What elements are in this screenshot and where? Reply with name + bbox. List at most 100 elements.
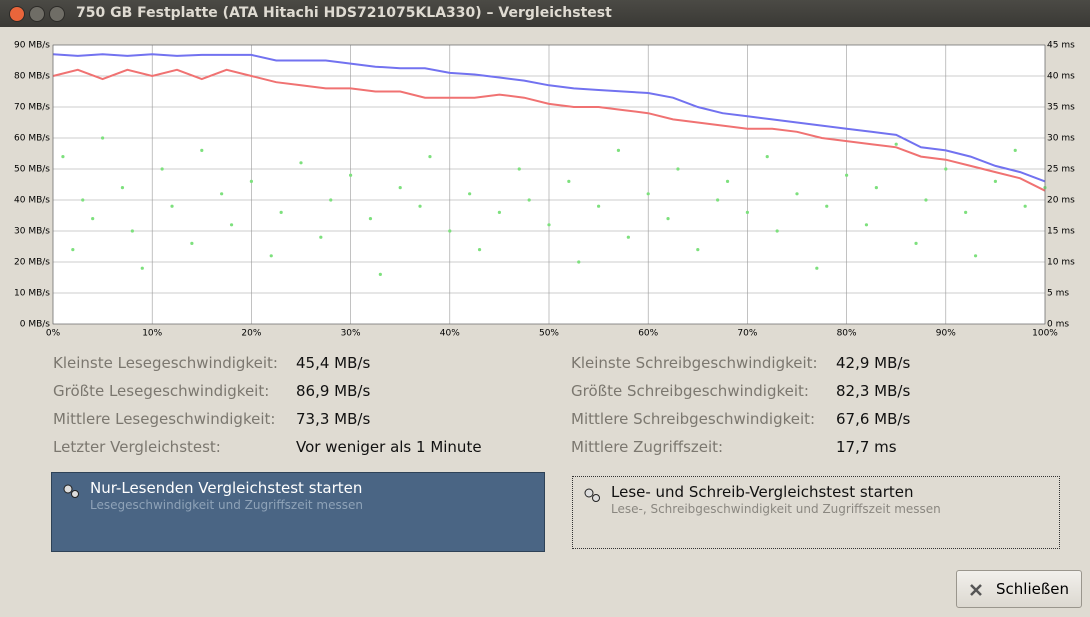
x-tick-label: 40% <box>440 329 460 339</box>
access-time-point <box>249 179 253 183</box>
access-time-point <box>924 198 928 202</box>
access-time-point <box>666 217 670 221</box>
stat-value: 73,3 MB/s <box>296 410 371 428</box>
minimize-window[interactable] <box>29 6 45 22</box>
access-time-point <box>696 248 700 252</box>
access-time-point <box>299 161 303 165</box>
y-tick-label: 80 MB/s <box>14 72 50 82</box>
access-time-point <box>597 204 601 208</box>
stat-value: 45,4 MB/s <box>296 354 371 372</box>
access-time-point <box>616 148 621 152</box>
access-time-point <box>91 217 95 221</box>
read-benchmark-button[interactable]: Nur-Lesenden Vergleichstest starten Lese… <box>51 472 545 552</box>
access-time-point <box>229 223 234 227</box>
x-tick-label: 20% <box>241 329 261 339</box>
access-time-point <box>745 210 750 214</box>
read-write-benchmark-button[interactable]: Lese- und Schreib-Vergleichstest starten… <box>572 476 1060 549</box>
stat-value: Vor weniger als 1 Minute <box>296 438 482 456</box>
access-time-point <box>269 254 273 258</box>
access-time-point <box>448 229 452 233</box>
stat-value: 86,9 MB/s <box>296 382 371 400</box>
stat-value: 82,3 MB/s <box>836 382 911 400</box>
stat-label: Mittlere Zugriffszeit: <box>571 438 724 456</box>
x-tick-label: 70% <box>737 329 757 339</box>
stat-value: 67,6 MB/s <box>836 410 911 428</box>
rate-line <box>52 53 1046 183</box>
y2-tick-label: 20 ms <box>1047 196 1075 206</box>
access-time-point <box>368 217 373 221</box>
stat-value: 42,9 MB/s <box>836 354 911 372</box>
stat-label: Kleinste Schreibgeschwindigkeit: <box>571 354 818 372</box>
x-tick-label: 30% <box>341 329 361 339</box>
y-tick-label: 20 MB/s <box>14 258 50 268</box>
access-time-point <box>795 192 799 196</box>
access-time-point <box>914 241 918 245</box>
stat-label: Größte Schreibgeschwindigkeit: <box>571 382 809 400</box>
access-time-point <box>170 204 174 208</box>
y-tick-label: 0 MB/s <box>20 320 51 330</box>
access-time-point <box>547 223 551 227</box>
access-time-point <box>517 167 521 171</box>
access-time-point <box>1023 204 1027 208</box>
stat-label: Größte Lesegeschwindigkeit: <box>53 382 270 400</box>
x-tick-label: 90% <box>936 329 956 339</box>
access-time-point <box>864 223 869 227</box>
access-time-point <box>497 210 501 214</box>
maximize-window[interactable] <box>49 6 65 22</box>
access-time-point <box>418 204 422 208</box>
button-title: Nur-Lesenden Vergleichstest starten <box>90 479 363 497</box>
access-time-point <box>398 186 402 190</box>
access-time-point <box>894 142 898 146</box>
access-time-point <box>329 198 333 202</box>
access-time-point <box>468 192 472 196</box>
access-time-point <box>577 260 581 264</box>
stat-value: 17,7 ms <box>836 438 897 456</box>
y2-tick-label: 30 ms <box>1047 134 1075 144</box>
access-time-point <box>319 235 323 239</box>
access-time-point <box>973 254 978 258</box>
access-time-point <box>825 204 829 208</box>
access-time-point <box>944 167 948 171</box>
access-time-point <box>527 198 531 202</box>
y-tick-label: 30 MB/s <box>14 227 50 237</box>
x-tick-label: 80% <box>837 329 857 339</box>
stat-label: Mittlere Schreibgeschwindigkeit: <box>571 410 816 428</box>
access-time-point <box>1013 148 1017 152</box>
access-time-point <box>477 248 482 252</box>
y-tick-label: 90 MB/s <box>14 41 50 51</box>
access-time-point <box>428 155 432 159</box>
button-title: Lese- und Schreib-Vergleichstest starten <box>611 483 914 501</box>
chart: 0 MB/s 10 MB/s 20 MB/s 30 MB/s 40 MB/s 50 MB/… <box>14 41 1075 339</box>
access-time-point <box>140 266 144 270</box>
access-time-point <box>993 179 998 183</box>
close-button[interactable]: Schließen <box>956 570 1082 608</box>
rate-line <box>52 68 1046 192</box>
access-time-point <box>120 186 125 190</box>
access-time-point <box>190 241 194 245</box>
access-time-point <box>765 155 769 159</box>
stat-label: Letzter Vergleichstest: <box>53 438 221 456</box>
title-bar: 750 GB Festplatte (ATA Hitachi HDS721075… <box>0 0 1090 27</box>
access-time-point <box>626 235 630 239</box>
x-tick-label: 50% <box>539 329 559 339</box>
y2-tick-label: 5 ms <box>1047 289 1069 299</box>
window-title: 750 GB Festplatte (ATA Hitachi HDS721075… <box>76 5 612 21</box>
y2-tick-label: 0 ms <box>1047 320 1069 330</box>
access-time-point <box>81 198 85 202</box>
button-subtitle: Lese-, Schreibgeschwindigkeit und Zugrif… <box>611 502 941 516</box>
close-window[interactable] <box>9 6 25 22</box>
access-time-point <box>964 210 968 214</box>
y2-tick-label: 25 ms <box>1047 165 1075 175</box>
x-tick-label: 100% <box>1032 329 1058 339</box>
access-time-point <box>200 148 204 152</box>
plot-border <box>52 44 1046 325</box>
access-time-point <box>845 173 849 177</box>
access-time-point <box>378 272 382 276</box>
access-time-point <box>716 198 720 202</box>
y2-tick-label: 45 ms <box>1047 41 1075 51</box>
access-time-point <box>160 167 164 171</box>
access-time-point <box>130 229 134 233</box>
access-time-point <box>646 192 650 196</box>
access-time-point <box>815 266 819 270</box>
